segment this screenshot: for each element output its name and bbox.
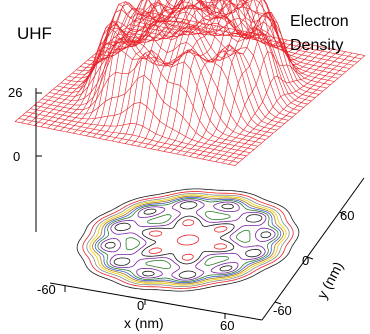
x-tick-label-60: 60 (220, 318, 234, 333)
surface-grid-line (14, 121, 236, 166)
surface-grid-line (41, 48, 262, 144)
axes (35, 88, 365, 321)
y-tick (306, 256, 314, 260)
contour-level (86, 193, 290, 287)
x-axis-label: x (nm) (124, 315, 164, 331)
contour-level (82, 191, 294, 289)
surface-grid-line (114, 0, 335, 82)
y-tick-label-0: 0 (302, 253, 309, 268)
density-surface (14, 0, 366, 166)
z-tick-label-0: 0 (13, 149, 20, 164)
contour-level (148, 219, 228, 261)
surface-grid-line (118, 0, 249, 143)
surface-grid-line (144, 11, 366, 56)
surface-grid-line (53, 3, 184, 130)
contour-level (100, 199, 276, 281)
surface-grid-line (141, 14, 362, 60)
surface-grid-line (64, 19, 285, 124)
surface-grid-line (91, 1, 312, 102)
x-tick-label-neg60: -60 (37, 282, 56, 297)
surface-grid-line (129, 17, 350, 69)
surface-grid-line (234, 55, 366, 166)
contour-level (89, 194, 287, 286)
contour-level (94, 196, 282, 284)
x-axis-line (49, 282, 263, 321)
contour-level (104, 201, 272, 279)
surface-grid-line (118, 0, 339, 79)
contour-level (76, 188, 300, 292)
surface-grid-line (68, 20, 289, 121)
surface-grid-line (125, 0, 346, 73)
surface-grid-line (22, 114, 243, 160)
surface-grid-line (122, 0, 343, 76)
y-axis-line (261, 177, 365, 321)
surface-grid-line (95, 0, 316, 98)
surface-grid-line (30, 101, 251, 153)
chart-title: UHF (17, 24, 52, 43)
z-tick-label-26: 26 (8, 85, 22, 100)
y-tick-label-neg60: -60 (273, 303, 292, 318)
contour-level (97, 198, 279, 282)
surface-grid-line (49, 36, 270, 137)
surface-grid-line (76, 9, 297, 115)
surface-grid-line (37, 54, 258, 147)
surface-grid-line (45, 36, 266, 140)
y-axis-label: y (nm) (314, 259, 347, 302)
z-label-line-2: Density (290, 37, 343, 54)
surface-grid-line (18, 118, 239, 163)
contour-level (92, 195, 284, 285)
contour-plot (76, 188, 300, 292)
surface-grid-line (26, 111, 247, 157)
surface-grid-line (221, 52, 353, 164)
surface-grid-line (60, 20, 281, 128)
y-tick (274, 301, 282, 305)
y-tick-label-60: 60 (340, 208, 354, 223)
x-tick-label-0: 0 (137, 298, 144, 313)
surface-grid-line (133, 21, 354, 66)
z-label-line-1: Electron (290, 13, 349, 30)
surface-grid-line (137, 17, 358, 63)
y-tick (338, 211, 346, 215)
surface-grid-line (87, 7, 308, 105)
surface-grid-line (79, 0, 210, 135)
surface-grid-line (34, 74, 255, 150)
chart-labels: UHF Electron Density 26 0 -60 0 60 x (nm… (8, 13, 354, 333)
